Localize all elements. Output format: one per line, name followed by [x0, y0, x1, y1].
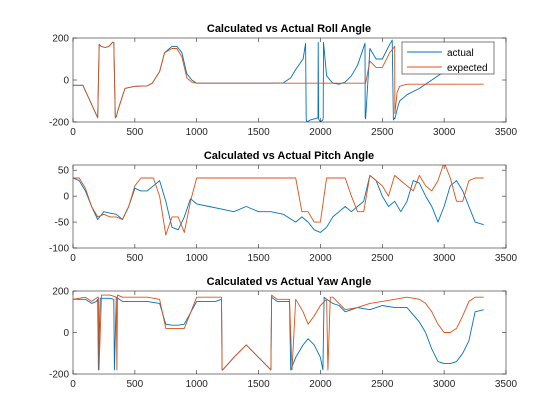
roll-title: Calculated vs Actual Roll Angle — [207, 23, 371, 35]
yaw-series-expected — [73, 294, 484, 371]
roll-series-expected — [73, 41, 484, 119]
pitch-xtick-label: 3500 — [495, 253, 518, 264]
pitch-xtick-label: 2500 — [371, 253, 394, 264]
roll-xtick-label: 3000 — [433, 127, 456, 138]
subplot-roll: Calculated vs Actual Roll Angle 0 500 1000… — [49, 23, 518, 138]
roll-xtick-label: 1500 — [247, 127, 270, 138]
subplot-pitch: Calculated vs Actual Pitch Angle 0 500 100… — [49, 150, 518, 264]
yaw-xtick-label: 3000 — [433, 379, 456, 390]
pitch-xtick-label: 3000 — [433, 253, 456, 264]
roll-xtick-label: 2000 — [309, 127, 332, 138]
pitch-series-expected — [73, 165, 484, 236]
yaw-ytick-label: 0 — [63, 328, 69, 339]
pitch-ytick-label: -50 — [55, 218, 70, 229]
roll-xtick-label: 3500 — [495, 127, 518, 138]
yaw-xtick-label: 0 — [70, 379, 76, 390]
pitch-xtick-label: 2000 — [309, 253, 332, 264]
pitch-series-actual — [73, 174, 484, 233]
pitch-xtick-label: 0 — [70, 253, 76, 264]
yaw-xtick-label: 2500 — [371, 379, 394, 390]
pitch-xtick-label: 1000 — [186, 253, 209, 264]
pitch-title: Calculated vs Actual Pitch Angle — [204, 150, 374, 162]
roll-ytick-label: -200 — [49, 118, 69, 129]
pitch-ytick-label: -100 — [49, 244, 69, 255]
roll-xtick-label: 2500 — [371, 127, 394, 138]
pitch-xtick-label: 1500 — [247, 253, 270, 264]
roll-legend: actual expected — [401, 41, 495, 75]
yaw-xtick-label: 3500 — [495, 379, 518, 390]
yaw-ytick-label: -200 — [49, 370, 69, 381]
legend-label-expected: expected — [447, 63, 488, 74]
yaw-xtick-label: 1000 — [186, 379, 209, 390]
yaw-xtick-label: 1500 — [247, 379, 270, 390]
yaw-series-group — [73, 294, 484, 371]
pitch-series-group — [73, 165, 484, 236]
yaw-ytick-label: 200 — [52, 287, 69, 298]
pitch-axes-box — [72, 164, 507, 249]
roll-xtick-label: 500 — [127, 127, 144, 138]
pitch-ytick-label: 50 — [58, 166, 70, 177]
yaw-xtick-label: 2000 — [309, 379, 332, 390]
roll-series-group — [73, 39, 484, 122]
legend-box — [401, 41, 495, 75]
pitch-xtick-label: 500 — [127, 253, 144, 264]
pitch-ytick-label: 0 — [63, 192, 69, 203]
pitch-plot-area: 0 500 1000 1500 2000 2500 3000 3500 -100 -50 0 50 — [49, 164, 518, 264]
roll-ytick-label: 200 — [52, 34, 69, 45]
legend-label-actual: actual — [447, 48, 474, 59]
yaw-xtick-label: 500 — [127, 379, 144, 390]
roll-xtick-label: 1000 — [186, 127, 209, 138]
yaw-title: Calculated vs Actual Yaw Angle — [207, 276, 372, 288]
roll-ytick-label: 0 — [63, 76, 69, 87]
roll-xtick-label: 0 — [70, 127, 76, 138]
subplot-yaw: Calculated vs Actual Yaw Angle 0 500 1000 1… — [49, 276, 518, 390]
